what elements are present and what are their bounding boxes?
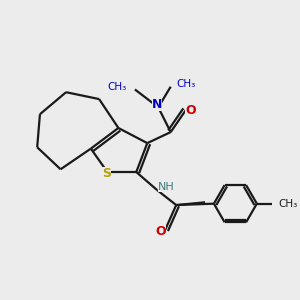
Text: S: S [102,167,111,180]
Text: CH₃: CH₃ [279,199,298,209]
Text: CH₃: CH₃ [177,79,196,89]
Text: O: O [185,103,196,117]
Text: O: O [156,225,167,238]
Text: CH₃: CH₃ [107,82,127,92]
Text: NH: NH [158,182,175,192]
Text: N: N [152,98,162,110]
